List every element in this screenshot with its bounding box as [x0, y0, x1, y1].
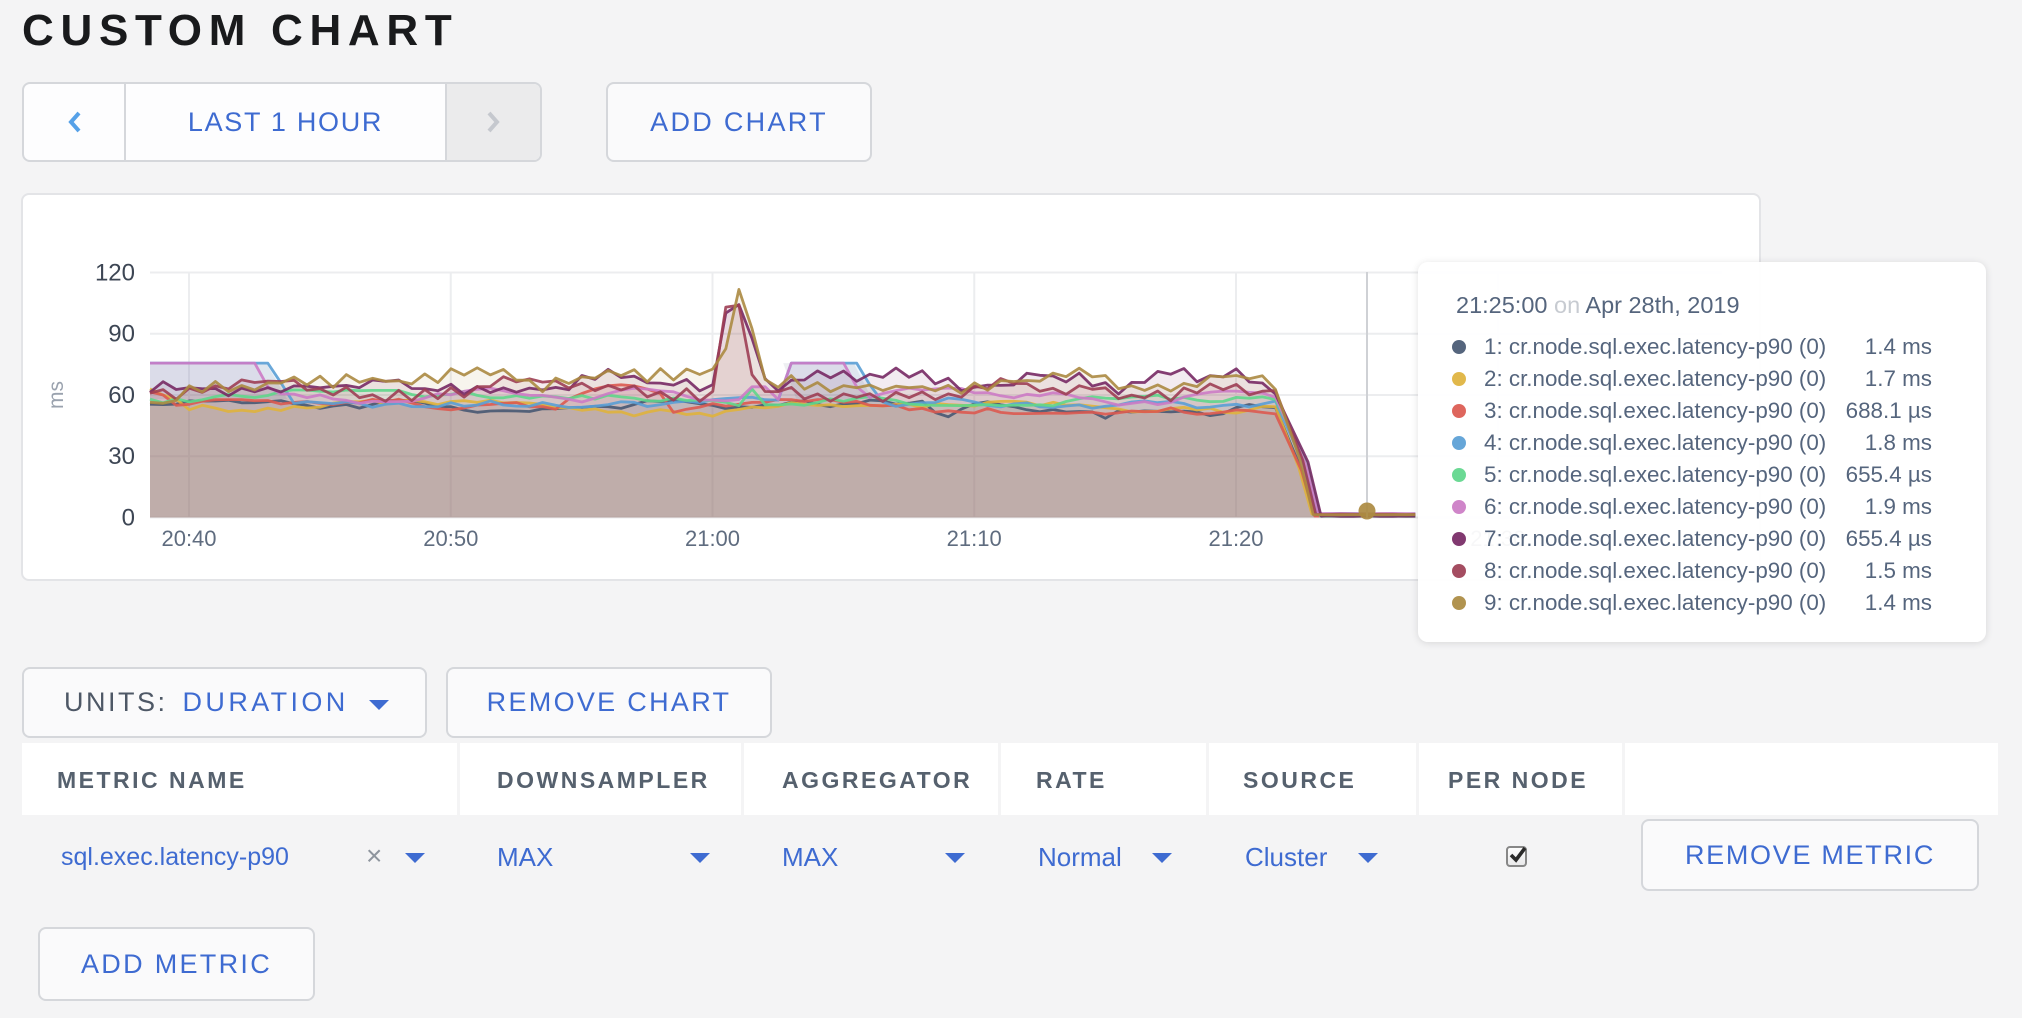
svg-text:30: 30 [108, 443, 135, 470]
svg-text:20:50: 20:50 [423, 526, 478, 551]
svg-text:21:10: 21:10 [947, 526, 1002, 551]
svg-text:21:00: 21:00 [685, 526, 740, 551]
svg-text:21:20: 21:20 [1208, 526, 1263, 551]
svg-text:ms: ms [45, 381, 68, 409]
svg-text:20:40: 20:40 [161, 526, 216, 551]
svg-text:90: 90 [108, 321, 135, 348]
svg-text:120: 120 [95, 260, 135, 287]
svg-text:60: 60 [108, 382, 135, 409]
svg-text:0: 0 [122, 505, 135, 532]
